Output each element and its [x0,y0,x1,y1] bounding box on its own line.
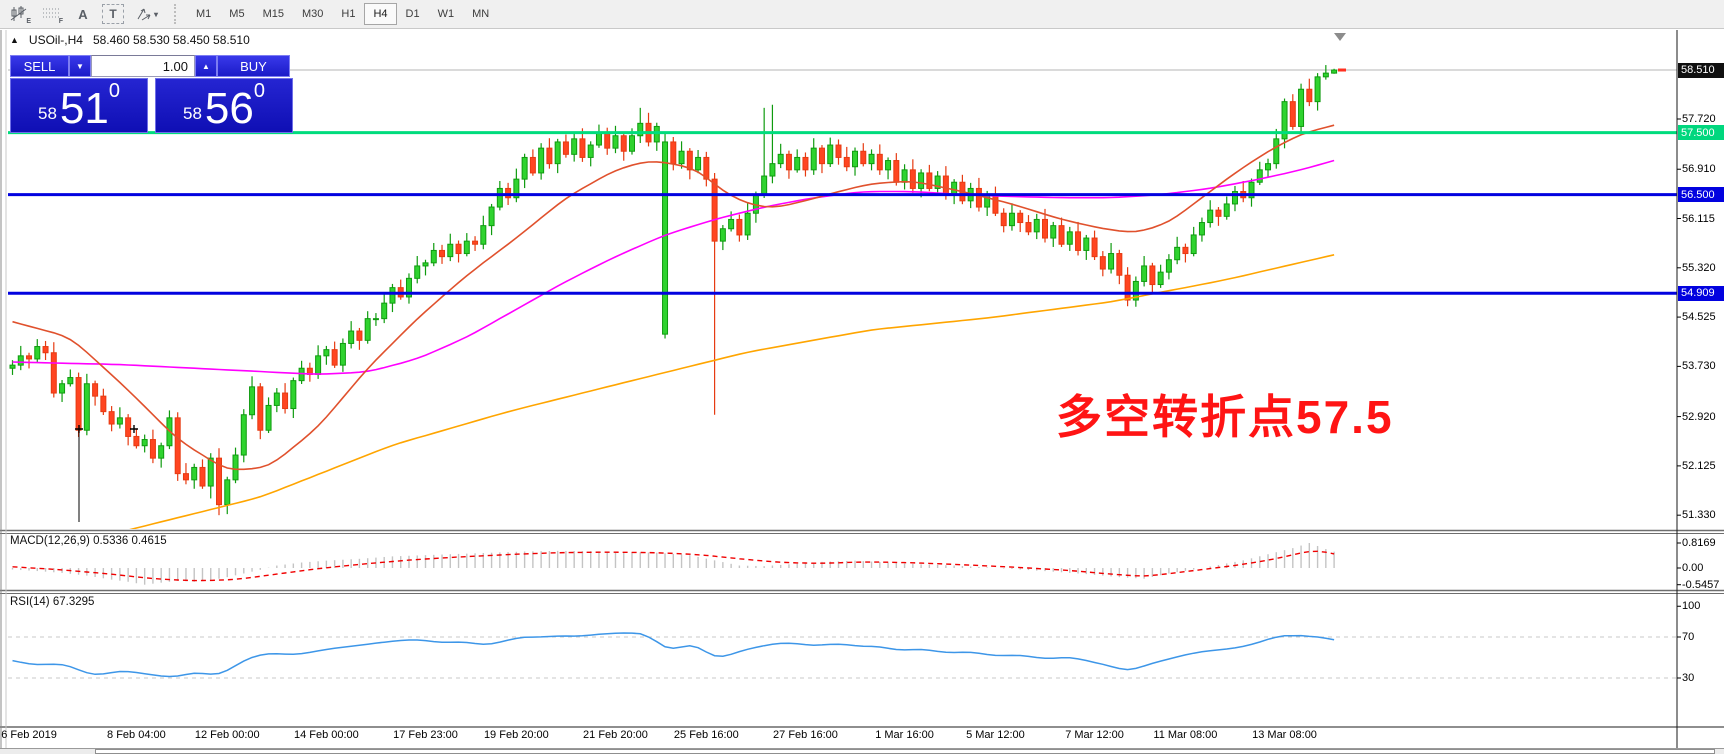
buy-price-big: 56 [204,84,254,133]
cross-marker-2 [130,425,138,433]
time-axis-label: 27 Feb 16:00 [773,729,838,741]
text-label-tool-icon[interactable]: A [78,6,88,22]
toolbar: E F A T ▾ M1 M5 M15 M30 H1 H4 D1 W1 MN [0,0,1724,29]
timeframe-bar: M1 M5 M15 M30 H1 H4 D1 W1 MN [187,3,498,25]
moving-average [12,159,1335,375]
time-axis-label: 21 Feb 20:00 [583,729,648,741]
cross-marker-1 [75,425,83,433]
macd-axis-label: 0.8169 [1682,537,1716,549]
rsi-axis-label: 30 [1682,672,1695,684]
ohlc-readout: 58.460 58.530 58.450 58.510 [92,33,250,47]
sell-button[interactable]: SELL [10,55,69,77]
price-badge-56.500: 56.500 [1678,187,1724,203]
time-axis-label: 7 Mar 12:00 [1065,729,1124,741]
time-axis-label: 25 Feb 16:00 [673,729,739,741]
price-axis-label: 57.720 [1682,113,1716,125]
price-axis-label: 52.920 [1682,410,1716,423]
macd-label: MACD(12,26,9) 0.5336 0.4615 [10,535,167,547]
buy-price-prefix: 58 [183,104,202,123]
sell-price-prefix: 58 [38,104,57,123]
timeframe-button-m5[interactable]: M5 [229,8,245,20]
price-badge-58.510: 58.510 [1678,62,1724,78]
macd-axis-label: -0.5457 [1682,578,1720,591]
timeframe-button-h4[interactable]: H4 [364,3,397,25]
chart-title: ▲ USOil-,H4 58.460 58.530 58.450 58.510 [10,33,250,47]
price-axis-label: 52.125 [1682,459,1716,472]
collapse-icon[interactable]: ▲ [10,35,19,45]
scroll-to-end-triangle [1334,33,1346,41]
price-axis-label: 53.730 [1682,360,1716,373]
one-click-trade-panel: SELL ▼ ▲ BUY 58 51 0 58 56 0 [10,55,293,133]
macd-signal-line [12,550,1335,582]
moving-average [12,124,1335,471]
time-axis-label: 6 Feb 2019 [1,729,57,741]
rsi-axis-label: 70 [1682,631,1695,643]
buy-price-sup: 0 [253,80,265,102]
buy-button[interactable]: BUY [217,55,290,77]
time-axis-label: 14 Feb 00:00 [293,729,359,741]
buy-price-box[interactable]: 58 56 0 [155,78,293,133]
price-badge-57.500: 57.500 [1678,125,1724,141]
time-axis-label: 12 Feb 00:00 [194,729,260,741]
pane-borders [0,30,1724,748]
toolbar-separator [174,4,181,24]
timeframe-button-m1[interactable]: M1 [196,8,212,20]
sell-price-box[interactable]: 58 51 0 [10,78,148,133]
time-axis-label: 19 Feb 20:00 [483,729,549,741]
time-axis-label: 17 Feb 23:00 [393,729,458,741]
sell-price-sup: 0 [108,80,120,102]
grid-tool-icon[interactable]: F [43,8,63,25]
timeframe-button-d1[interactable]: D1 [405,8,420,20]
time-axis-label: 11 Mar 08:00 [1153,729,1218,741]
timeframe-button-m15[interactable]: M15 [262,8,284,20]
moving-average [129,254,1335,529]
timeframe-button-h1[interactable]: H1 [341,8,356,20]
timeframe-button-mn[interactable]: MN [472,8,490,20]
macd-layer [11,543,1335,585]
candlestick-tool-icon[interactable]: E [6,3,32,25]
scrollbar-thumb[interactable] [95,749,1715,754]
rsi-label: RSI(14) 67.3295 [10,596,95,608]
time-axis-label: 13 Mar 08:00 [1252,729,1317,741]
chart-canvas[interactable] [0,29,1724,754]
price-axis-label: 55.320 [1682,261,1716,274]
price-axis-label: 54.525 [1682,311,1716,324]
sell-price-big: 51 [59,84,109,133]
price-axis-label: 51.330 [1682,509,1716,522]
timeframe-button-w1[interactable]: W1 [437,8,455,20]
macd-axis-label: 0.00 [1682,562,1704,574]
symbol-period-label: USOil-,H4 [28,33,83,47]
price-badge-54.909: 54.909 [1678,285,1724,301]
time-axis-label: 1 Mar 16:00 [875,729,934,741]
time-axis-label: 8 Feb 04:00 [107,729,166,741]
rsi-axis-label: 100 [1682,600,1701,613]
volume-up-button[interactable]: ▲ [195,55,217,77]
price-axis-label: 56.910 [1682,163,1716,176]
volume-down-button[interactable]: ▼ [69,55,91,77]
chart-text-annotation: 多空转折点57.5 [1056,391,1394,443]
text-box-tool-icon[interactable]: T [102,4,124,24]
price-axis-label: 56.115 [1682,212,1715,225]
timeframe-button-m30[interactable]: M30 [301,8,324,20]
time-axis-label: 5 Mar 12:00 [966,729,1025,741]
horizontal-scrollbar [0,748,1724,754]
shapes-tool-icon[interactable]: ▾ [130,3,164,25]
volume-input[interactable] [91,55,195,77]
rsi-line [12,632,1335,678]
rsi-layer [8,632,1677,679]
chart-window[interactable]: ▲ USOil-,H4 58.460 58.530 58.450 58.510 … [0,29,1724,754]
